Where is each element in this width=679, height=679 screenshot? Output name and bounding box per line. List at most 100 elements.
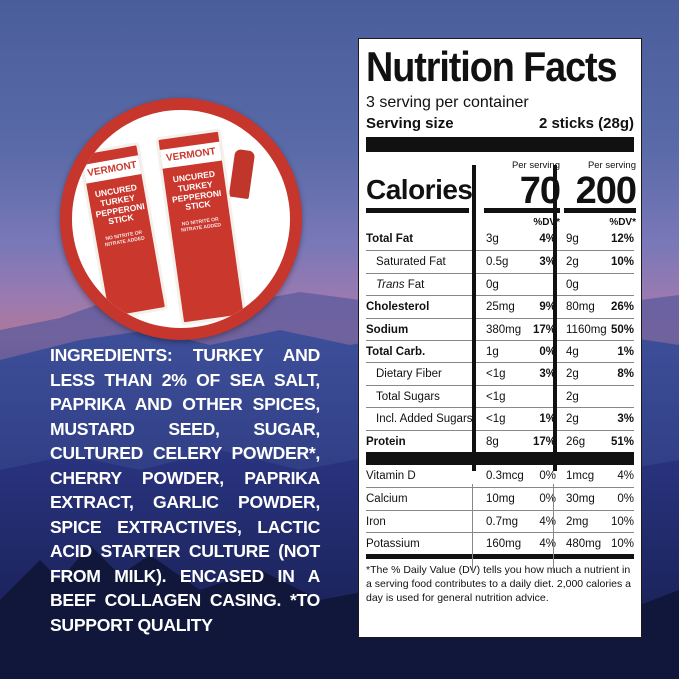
amount-serving-1: 0.5g <box>486 256 509 269</box>
dv-serving-1: 17% <box>532 435 556 448</box>
nutrient-list: Total Fat 3g 4% 9g 12% Saturated Fat 0.5g 3% 2g 1… <box>366 228 634 452</box>
dv-serving-1: 9% <box>539 301 556 314</box>
amount-serving-2: 2g <box>566 413 579 426</box>
nutrition-facts-title: Nutrition Facts <box>366 43 618 90</box>
dv-header: %DV* <box>533 217 560 228</box>
vitamin-row: Calcium 10mg 0% 30mg 0% <box>366 487 634 509</box>
daily-value-footnote: *The % Daily Value (DV) tells you how mu… <box>366 564 631 605</box>
nutrient-row: Trans Fat 0g 0g <box>366 272 634 295</box>
amount-serving-1: 10mg <box>486 493 515 506</box>
calories-underline <box>366 208 469 213</box>
dv-serving-1: 4% <box>539 538 556 551</box>
product-badge: VERMONT UNCURED TURKEY PEPPERONI STICK N… <box>60 98 302 340</box>
per-serving-label: Per serving <box>511 160 560 171</box>
nutrient-row: Incl. Added Sugars <1g 1% 2g 3% <box>366 407 634 429</box>
dv-serving-2: 8% <box>617 368 634 381</box>
nutrient-name: Protein <box>366 435 406 448</box>
column-divider <box>553 165 557 471</box>
nutrient-name: Iron <box>366 515 386 528</box>
serving-size-value: 2 sticks (28g) <box>538 115 634 132</box>
amount-serving-2: 80mg <box>566 301 595 314</box>
nutrient-name: Sodium <box>366 323 409 336</box>
amount-serving-1: 8g <box>486 435 499 448</box>
column-divider <box>553 484 554 573</box>
divider-medium <box>366 554 634 560</box>
product-package: VERMONT UNCURED TURKEY PEPPERONI STICK N… <box>77 141 169 321</box>
calories-value-1: 70 <box>519 170 561 212</box>
amount-serving-1: 0g <box>486 278 499 291</box>
ingredients-text: INGREDIENTS: TURKEY AND LESS THAN 2% OF … <box>50 345 320 635</box>
dv-serving-1: 0% <box>539 469 556 482</box>
nutrient-row: Sodium 380mg 17% 1160mg 50% <box>366 317 634 340</box>
nutrient-name: Potassium <box>366 538 420 551</box>
nutrient-name: Dietary Fiber <box>376 368 442 381</box>
dv-serving-2: 12% <box>610 233 634 245</box>
amount-serving-2: 0g <box>566 278 579 291</box>
nutrient-name: Incl. Added Sugars <box>376 413 473 426</box>
per-serving-label: Per serving <box>587 160 636 171</box>
column-divider <box>472 484 473 573</box>
amount-serving-1: 25mg <box>486 301 515 314</box>
calories-label: Calories <box>366 174 473 205</box>
calories-value-2: 200 <box>575 170 637 212</box>
dv-serving-1: 3% <box>539 368 556 381</box>
nutrient-name: Saturated Fat <box>376 256 446 269</box>
amount-serving-2: 1160mg <box>566 323 607 336</box>
column-divider <box>472 165 476 471</box>
servings-per-container: 3 serving per container <box>366 94 529 111</box>
amount-serving-2: 480mg <box>566 538 602 551</box>
dv-serving-2: 50% <box>610 323 634 336</box>
nutrient-name: Trans Fat <box>376 279 424 291</box>
amount-serving-2: 4g <box>566 345 579 358</box>
amount-serving-1: 1g <box>486 345 499 358</box>
amount-serving-1: <1g <box>486 413 506 426</box>
amount-serving-1: <1g <box>486 368 506 381</box>
nutrient-name-emphasis: Trans <box>376 278 405 291</box>
nutrient-name: Total Sugars <box>376 390 440 403</box>
amount-serving-1: 3g <box>486 233 499 245</box>
dv-serving-1: 0% <box>539 345 556 358</box>
nutrition-facts-label: Nutrition Facts 3 serving per container … <box>358 38 642 638</box>
divider-thick <box>366 451 634 465</box>
package-text: UNCURED TURKEY PEPPERONI STICK <box>171 168 222 213</box>
dv-serving-1: 3% <box>539 256 556 269</box>
vitamin-row: Vitamin D 0.3mcg 0% 1mcg 4% <box>366 465 634 487</box>
dv-serving-2: 4% <box>617 469 634 482</box>
amount-serving-1: 0.3mcg <box>486 469 524 482</box>
amount-serving-2: 1mcg <box>566 469 595 482</box>
dv-serving-2: 1% <box>617 345 634 358</box>
nutrient-name: Total Carb. <box>366 345 426 358</box>
amount-serving-2: 26g <box>566 435 586 448</box>
pepperoni-stick <box>228 148 256 200</box>
nutrient-name: Calcium <box>366 493 408 506</box>
dv-serving-2: 0% <box>617 493 634 506</box>
nutrient-row: Cholesterol 25mg 9% 80mg 26% <box>366 295 634 317</box>
nutrient-name-rest: Fat <box>404 278 425 291</box>
dv-serving-1: 4% <box>539 515 556 528</box>
calories-underline <box>484 208 560 213</box>
amount-serving-1: <1g <box>486 390 506 403</box>
calories-row: Calories Per serving 70 %DV* Per serving… <box>366 152 637 228</box>
dv-serving-1: 0% <box>539 493 556 506</box>
dv-serving-1: 1% <box>539 413 556 426</box>
dv-serving-2: 3% <box>617 413 634 426</box>
nutrient-row: Protein 8g 17% 26g 51% <box>366 429 634 452</box>
amount-serving-2: 30mg <box>566 493 595 506</box>
amount-serving-2: 2g <box>566 390 579 403</box>
dv-serving-1: 4% <box>539 233 556 245</box>
nutrient-row: Total Fat 3g 4% 9g 12% <box>366 228 634 250</box>
dv-serving-2: 51% <box>610 435 634 448</box>
nutrient-name: Vitamin D <box>366 469 416 482</box>
nutrient-row: Total Sugars <1g 2g <box>366 384 634 407</box>
nutrient-row: Total Carb. 1g 0% 4g 1% <box>366 339 634 362</box>
dv-serving-2: 26% <box>610 301 634 314</box>
serving-size-row: Serving size 2 sticks (28g) <box>366 114 634 134</box>
amount-serving-1: 380mg <box>486 323 522 336</box>
dv-serving-2: 10% <box>610 256 634 269</box>
vitamin-row: Potassium 160mg 4% 480mg 10% <box>366 532 634 554</box>
amount-serving-2: 9g <box>566 233 579 245</box>
dv-header: %DV* <box>609 217 636 228</box>
dv-serving-1: 17% <box>532 323 556 336</box>
nutrient-row: Saturated Fat 0.5g 3% 2g 10% <box>366 250 634 272</box>
calories-underline <box>564 208 636 213</box>
